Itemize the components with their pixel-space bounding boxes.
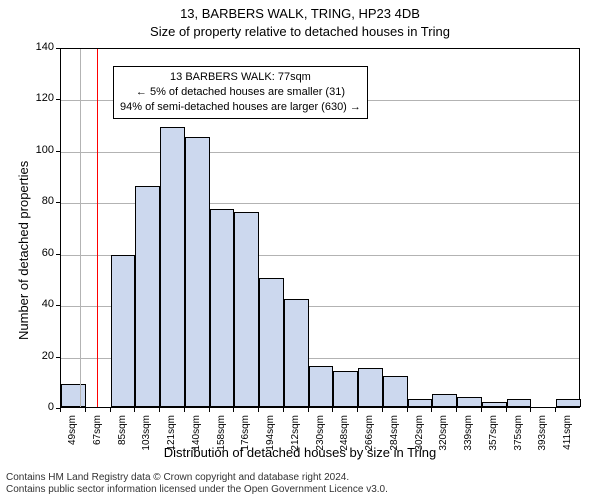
- histogram-bar: [408, 399, 433, 407]
- y-tick-label: 20: [4, 350, 54, 362]
- y-tick-label: 100: [4, 144, 54, 156]
- chart-container: 13, BARBERS WALK, TRING, HP23 4DB Size o…: [0, 0, 600, 500]
- x-tick: [233, 408, 234, 412]
- y-tick: [56, 48, 60, 49]
- histogram-bar: [61, 384, 86, 407]
- histogram-bar: [358, 368, 383, 407]
- gridline: [61, 152, 579, 153]
- histogram-bar: [383, 376, 408, 407]
- histogram-bar: [185, 137, 210, 407]
- y-tick-label: 120: [4, 92, 54, 104]
- x-tick-label: 248sqm: [339, 415, 350, 455]
- x-tick: [209, 408, 210, 412]
- histogram-bar: [284, 299, 309, 407]
- x-tick: [382, 408, 383, 412]
- chart-title-sub: Size of property relative to detached ho…: [0, 24, 600, 39]
- x-tick-label: 85sqm: [117, 415, 128, 455]
- x-tick-label: 176sqm: [240, 415, 251, 455]
- x-tick-label: 212sqm: [290, 415, 301, 455]
- chart-title-main: 13, BARBERS WALK, TRING, HP23 4DB: [0, 6, 600, 21]
- x-tick-label: 266sqm: [364, 415, 375, 455]
- x-tick-label: 339sqm: [463, 415, 474, 455]
- annotation-box: 13 BARBERS WALK: 77sqm← 5% of detached h…: [113, 66, 368, 119]
- x-tick-label: 302sqm: [414, 415, 425, 455]
- footer-line-1: Contains HM Land Registry data © Crown c…: [6, 472, 594, 484]
- x-tick: [283, 408, 284, 412]
- x-tick: [134, 408, 135, 412]
- x-tick: [184, 408, 185, 412]
- histogram-bar: [111, 255, 136, 407]
- x-tick: [530, 408, 531, 412]
- x-tick-label: 67sqm: [92, 415, 103, 455]
- x-tick-label: 121sqm: [166, 415, 177, 455]
- x-tick: [60, 408, 61, 412]
- y-tick: [56, 254, 60, 255]
- x-tick-label: 411sqm: [562, 415, 573, 455]
- x-tick-label: 393sqm: [537, 415, 548, 455]
- histogram-bar: [333, 371, 358, 407]
- y-tick: [56, 202, 60, 203]
- x-tick-label: 103sqm: [141, 415, 152, 455]
- x-tick-label: 320sqm: [438, 415, 449, 455]
- x-tick: [332, 408, 333, 412]
- x-tick-label: 284sqm: [389, 415, 400, 455]
- histogram-bar: [259, 278, 284, 407]
- y-tick: [56, 357, 60, 358]
- x-tick: [481, 408, 482, 412]
- x-tick: [506, 408, 507, 412]
- x-tick: [159, 408, 160, 412]
- histogram-bar: [309, 366, 334, 407]
- y-tick: [56, 305, 60, 306]
- x-tick-label: 49sqm: [67, 415, 78, 455]
- x-tick-label: 375sqm: [513, 415, 524, 455]
- x-tick-label: 140sqm: [191, 415, 202, 455]
- y-tick-label: 40: [4, 298, 54, 310]
- plot-area: 13 BARBERS WALK: 77sqm← 5% of detached h…: [60, 48, 580, 408]
- histogram-bar: [556, 399, 581, 407]
- x-tick-label: 357sqm: [488, 415, 499, 455]
- x-tick-label: 158sqm: [216, 415, 227, 455]
- x-tick: [555, 408, 556, 412]
- x-tick-label: 194sqm: [265, 415, 276, 455]
- histogram-bar: [507, 399, 532, 407]
- y-tick: [56, 99, 60, 100]
- y-tick-label: 0: [4, 401, 54, 413]
- secondary-marker-line: [80, 49, 81, 407]
- x-tick-label: 230sqm: [315, 415, 326, 455]
- x-tick: [85, 408, 86, 412]
- histogram-bar: [234, 212, 259, 407]
- x-tick: [357, 408, 358, 412]
- x-tick: [258, 408, 259, 412]
- x-tick: [431, 408, 432, 412]
- histogram-bar: [457, 397, 482, 407]
- histogram-bar: [482, 402, 507, 407]
- x-tick: [407, 408, 408, 412]
- y-tick-label: 140: [4, 41, 54, 53]
- histogram-bar: [135, 186, 160, 407]
- x-tick: [110, 408, 111, 412]
- footer-line-2: Contains public sector information licen…: [6, 484, 594, 496]
- y-tick-label: 60: [4, 247, 54, 259]
- x-tick: [308, 408, 309, 412]
- attribution-footer: Contains HM Land Registry data © Crown c…: [6, 472, 594, 496]
- annotation-line: ← 5% of detached houses are smaller (31): [120, 85, 361, 100]
- y-tick-label: 80: [4, 195, 54, 207]
- property-marker-line: [97, 49, 98, 407]
- x-tick: [456, 408, 457, 412]
- annotation-line: 13 BARBERS WALK: 77sqm: [120, 70, 361, 85]
- histogram-bar: [432, 394, 457, 407]
- y-tick: [56, 151, 60, 152]
- histogram-bar: [160, 127, 185, 407]
- histogram-bar: [210, 209, 235, 407]
- annotation-line: 94% of semi-detached houses are larger (…: [120, 100, 361, 115]
